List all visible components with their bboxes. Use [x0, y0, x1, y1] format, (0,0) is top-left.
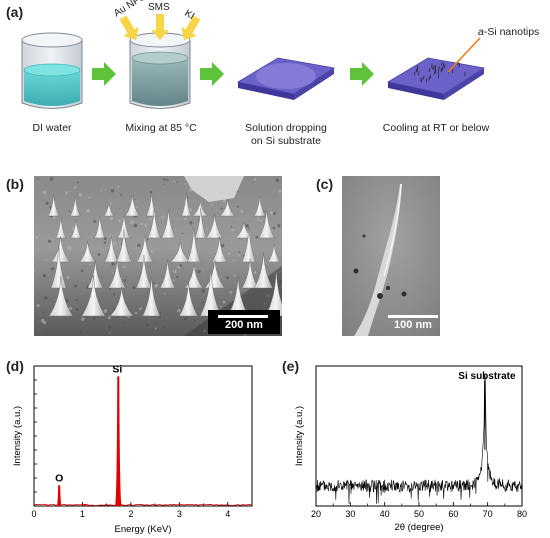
eds-peak-label: O [55, 472, 63, 484]
substrate-nanotips [388, 58, 484, 100]
xrd-y-axis-label: Intensity (a.u.) [294, 406, 305, 466]
sem-image-single-nanotip: 100 nm [342, 176, 440, 336]
eds-peak [57, 485, 62, 506]
xrd-x-axis-label: 2θ (degree) [394, 522, 443, 533]
eds-x-axis-label: Energy (KeV) [114, 524, 171, 535]
xrd-x-tick-label: 40 [380, 509, 390, 519]
process-arrow-1 [92, 62, 116, 86]
xrd-pattern-chart: 20 30 40 50 60 70 80 Si substrate 2θ (degree) Int… [276, 356, 550, 538]
xrd-peak-label: Si substrate [458, 371, 516, 382]
eds-x-tick-label: 0 [31, 509, 36, 519]
caption-step-3: Solution dropping on Si substrate [236, 122, 336, 148]
reagent-label-sms: SMS [148, 2, 170, 13]
eds-x-tick-label: 4 [225, 509, 230, 519]
eds-x-tick-label: 3 [177, 509, 182, 519]
caption-step-4: Cooling at RT or below [376, 122, 496, 135]
substrate-solution [238, 58, 334, 100]
eds-peak-label: Si [112, 363, 122, 375]
sem-image-nanotips: 200 nm [34, 176, 282, 336]
eds-peak [115, 376, 122, 506]
beaker-mixing [130, 33, 190, 109]
xrd-x-tick-label: 60 [448, 509, 458, 519]
eds-x-tick-label: 1 [80, 509, 85, 519]
caption-step-1: DI water [22, 122, 82, 135]
eds-x-tick-label: 2 [128, 509, 133, 519]
beaker-di-water [22, 33, 82, 109]
panel-b-label: (b) [6, 176, 24, 192]
xrd-x-tick-label: 20 [311, 509, 321, 519]
scale-bar-b: 200 nm [208, 310, 280, 334]
xrd-pattern-line [316, 375, 522, 504]
eds-y-axis-label: Intensity (a.u.) [12, 406, 23, 466]
xrd-x-tick-label: 30 [345, 509, 355, 519]
xrd-x-tick-label: 50 [414, 509, 424, 519]
process-arrow-2 [200, 62, 224, 86]
eds-spectrum-chart: 0 1 2 3 4 O Si Energy (KeV) Intensity (a.u.) [0, 356, 270, 538]
eds-plot-frame [34, 366, 252, 506]
caption-step-2: Mixing at 85 °C [118, 122, 204, 135]
callout-label: a-Si nanotips [478, 26, 539, 38]
process-arrow-3 [350, 62, 374, 86]
panel-c-label: (c) [316, 176, 333, 192]
xrd-x-tick-label: 80 [517, 509, 527, 519]
xrd-x-tick-label: 70 [483, 509, 493, 519]
scale-bar-c: 100 nm [386, 310, 440, 334]
